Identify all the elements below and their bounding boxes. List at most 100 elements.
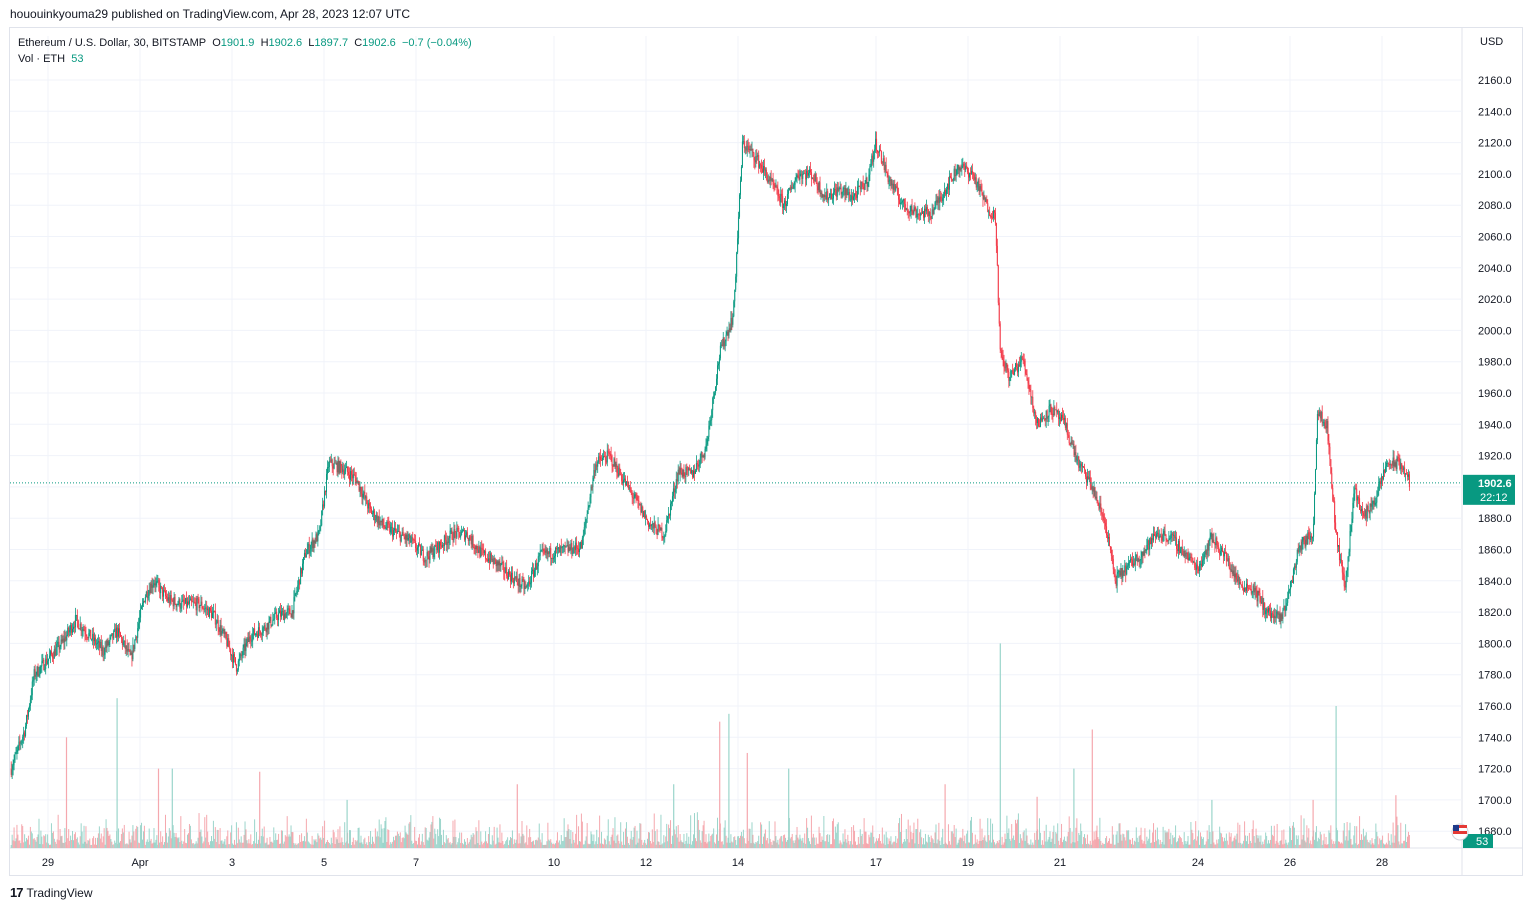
candle — [930, 215, 932, 225]
chart-frame[interactable]: USD 2160.0 2140.0 2120.0 2100.0 2080.0 2060.0 2… — [9, 27, 1523, 876]
price-chart[interactable]: USD2160.02140.02120.02100.02080.02060.02… — [10, 28, 1522, 875]
volume-bar — [47, 834, 49, 848]
candle — [935, 194, 937, 209]
volume-bar — [564, 837, 566, 848]
candle — [1116, 565, 1118, 593]
candle-body — [143, 601, 145, 603]
candle — [460, 529, 462, 540]
volume-bar — [819, 833, 821, 848]
volume-bar — [783, 835, 785, 848]
candle — [568, 541, 570, 553]
volume-bar — [941, 837, 943, 848]
candle-body — [292, 610, 294, 614]
candle — [477, 545, 479, 559]
candle-body — [382, 518, 384, 526]
candle-body — [123, 640, 125, 643]
candle — [583, 521, 585, 537]
volume-bar — [893, 841, 895, 848]
candle — [801, 170, 803, 187]
volume-bar — [314, 840, 316, 848]
volume-bar — [67, 838, 69, 848]
volume-bar — [736, 844, 738, 848]
candle-body — [831, 198, 833, 200]
candle — [649, 517, 651, 530]
candle — [382, 518, 384, 529]
candle-body — [727, 331, 729, 336]
candle-body — [41, 661, 43, 666]
volume-bar — [755, 841, 757, 848]
volume-bar — [877, 840, 879, 848]
candle — [465, 530, 467, 538]
volume-bar — [553, 843, 555, 848]
volume-bar — [209, 844, 211, 848]
volume-bar — [1264, 839, 1266, 848]
volume-bar — [570, 830, 572, 848]
candle-body — [968, 172, 970, 178]
candle — [807, 165, 809, 179]
volume-bar — [445, 835, 447, 848]
volume-bar — [984, 835, 986, 848]
candle-body — [202, 608, 204, 610]
volume-bar — [903, 839, 905, 848]
volume-bar — [399, 832, 401, 848]
candle — [32, 676, 34, 687]
candle-body — [108, 641, 110, 645]
volume-bar — [555, 840, 557, 848]
volume-bar — [1337, 841, 1339, 848]
candle — [659, 524, 661, 533]
volume-bar — [1032, 842, 1034, 848]
volume-bar — [806, 818, 808, 848]
volume-bar — [691, 844, 693, 848]
volume-bar — [42, 844, 44, 848]
volume-bar — [709, 841, 711, 848]
volume-bar — [868, 834, 870, 848]
candle — [601, 455, 603, 461]
volume-bar — [458, 838, 460, 848]
candle-body — [1081, 463, 1083, 467]
volume-bar — [821, 836, 823, 848]
candle-body — [694, 470, 696, 474]
candle — [551, 557, 553, 566]
candle-body — [808, 169, 810, 173]
candle-body — [67, 627, 69, 635]
candle — [479, 545, 481, 559]
candle-body — [230, 648, 232, 656]
volume-bar — [873, 836, 875, 848]
candle — [1094, 486, 1096, 500]
volume-bar — [854, 830, 856, 848]
candle — [1105, 517, 1107, 534]
volume-bar — [279, 843, 281, 848]
volume-bar — [930, 835, 932, 848]
candle — [795, 172, 797, 182]
candle-body — [775, 186, 777, 188]
volume-bar — [759, 843, 761, 848]
candle-body — [517, 582, 519, 587]
volume-bar — [152, 842, 154, 848]
volume-bar — [1365, 832, 1367, 848]
candle — [601, 453, 603, 466]
candle — [414, 533, 416, 544]
candle-body — [601, 459, 603, 461]
candle-body — [920, 212, 922, 216]
volume-bar — [273, 827, 275, 848]
volume-bar — [72, 840, 74, 848]
candle-body — [917, 213, 919, 215]
candle — [951, 178, 953, 182]
volume-bar — [628, 844, 630, 848]
volume-bar — [1159, 839, 1161, 848]
volume-bar — [914, 843, 916, 848]
candle — [48, 658, 50, 669]
volume-bar — [796, 826, 798, 848]
candle — [553, 553, 555, 564]
volume-bar — [809, 844, 811, 848]
candle-body — [200, 601, 202, 606]
candle-body — [269, 617, 271, 622]
volume-bar — [1208, 825, 1210, 848]
volume-bar — [1065, 841, 1067, 848]
volume-bar — [286, 816, 288, 848]
candle-body — [1010, 370, 1012, 378]
candle-body — [375, 515, 377, 520]
volume-bar — [1210, 844, 1212, 848]
candle — [242, 644, 244, 659]
volume-bar — [1353, 835, 1355, 848]
